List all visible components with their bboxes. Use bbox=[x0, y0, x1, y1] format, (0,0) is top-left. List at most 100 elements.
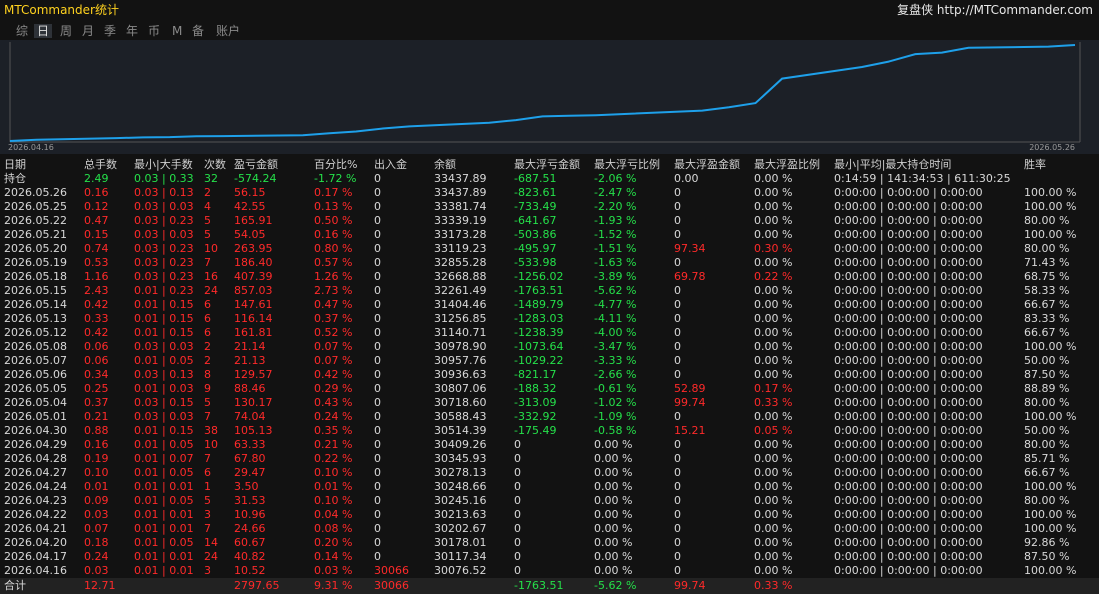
table-cell: 0.01 | 0.01 bbox=[134, 550, 194, 563]
table-cell: 0.05 % bbox=[754, 424, 793, 437]
table-cell: 161.81 bbox=[234, 326, 273, 339]
table-cell: -641.67 bbox=[514, 214, 557, 227]
table-cell: 2026.05.25 bbox=[4, 200, 67, 213]
column-header: 盈亏金额 bbox=[234, 158, 278, 171]
table-cell: 80.00 % bbox=[1024, 494, 1070, 507]
table-cell: 0 bbox=[374, 494, 381, 507]
table-cell: 100.00 % bbox=[1024, 186, 1077, 199]
table-cell: 0.00 % bbox=[754, 494, 793, 507]
table-cell: 10.96 bbox=[234, 508, 266, 521]
brand[interactable]: 复盘侠 http://MTCommander.com bbox=[897, 3, 1093, 17]
tab[interactable]: 币 bbox=[148, 24, 161, 38]
table-cell: 0 bbox=[674, 354, 681, 367]
tab[interactable]: 周 bbox=[60, 24, 73, 38]
table-cell: 0 bbox=[514, 466, 521, 479]
table-cell: 10 bbox=[204, 242, 218, 255]
tab[interactable]: 综 bbox=[16, 24, 29, 38]
table-cell: 129.57 bbox=[234, 368, 273, 381]
table-cell: 0.01 | 0.05 bbox=[134, 536, 194, 549]
table-cell: 0 bbox=[374, 522, 381, 535]
table-cell: 0.53 bbox=[84, 256, 109, 269]
table-cell: 0.16 bbox=[84, 186, 109, 199]
table-cell: 0.01 | 0.07 bbox=[134, 452, 194, 465]
table-cell: 14 bbox=[204, 536, 218, 549]
table-cell: 0.01 | 0.15 bbox=[134, 298, 194, 311]
table-cell: 24 bbox=[204, 284, 218, 297]
table-cell: 10 bbox=[204, 438, 218, 451]
table-cell: 58.33 % bbox=[1024, 284, 1070, 297]
table-cell: 0.00 % bbox=[754, 438, 793, 451]
table-cell: -533.98 bbox=[514, 256, 557, 269]
table-cell: 2.43 bbox=[84, 284, 109, 297]
table-cell: 165.91 bbox=[234, 214, 273, 227]
table-cell: 24.66 bbox=[234, 522, 266, 535]
column-header: 最大浮亏比例 bbox=[594, 158, 660, 171]
table-cell: 52.89 bbox=[674, 382, 706, 395]
table-cell: 0 bbox=[674, 326, 681, 339]
table-cell: 0:00:00 | 0:00:00 | 0:00:00 bbox=[834, 508, 983, 521]
table-cell: 0:00:00 | 0:00:00 | 0:00:00 bbox=[834, 354, 983, 367]
total-cell: 99.74 bbox=[674, 579, 706, 592]
table-cell: 0.12 bbox=[84, 200, 109, 213]
table-cell: 0 bbox=[374, 284, 381, 297]
holding-cell: 33437.89 bbox=[434, 172, 487, 185]
table-cell: 186.40 bbox=[234, 256, 273, 269]
table-cell: 0.00 % bbox=[594, 564, 633, 577]
table-cell: 2 bbox=[204, 340, 211, 353]
table-cell: 0.00 % bbox=[754, 522, 793, 535]
table-cell: 32855.28 bbox=[434, 256, 487, 269]
table-cell: -1.52 % bbox=[594, 228, 637, 241]
table-cell: 0.80 % bbox=[314, 242, 353, 255]
table-cell: 0 bbox=[674, 340, 681, 353]
table-cell: 3 bbox=[204, 564, 211, 577]
table-cell: 0 bbox=[674, 522, 681, 535]
table-cell: 31140.71 bbox=[434, 326, 487, 339]
table-cell: 24 bbox=[204, 550, 218, 563]
table-cell: 0.01 | 0.23 bbox=[134, 284, 194, 297]
tab[interactable]: 年 bbox=[126, 24, 139, 38]
table-cell: 8 bbox=[204, 368, 211, 381]
tab[interactable]: 季 bbox=[104, 24, 117, 38]
table-cell: 0.43 % bbox=[314, 396, 353, 409]
table-cell: 130.17 bbox=[234, 396, 273, 409]
tab[interactable]: 月 bbox=[82, 24, 95, 38]
table-cell: 0 bbox=[674, 452, 681, 465]
table-cell: 0 bbox=[674, 312, 681, 325]
table-cell: 0.21 % bbox=[314, 438, 353, 451]
table-cell: 407.39 bbox=[234, 270, 273, 283]
table-cell: 0.03 | 0.15 bbox=[134, 396, 194, 409]
table-cell: 7 bbox=[204, 256, 211, 269]
table-cell: 30245.16 bbox=[434, 494, 487, 507]
table-cell: -1073.64 bbox=[514, 340, 564, 353]
table-cell: 15.21 bbox=[674, 424, 706, 437]
table-cell: 3 bbox=[204, 508, 211, 521]
table-cell: 30957.76 bbox=[434, 354, 487, 367]
table-cell: 0 bbox=[374, 256, 381, 269]
table-cell: 83.33 % bbox=[1024, 312, 1070, 325]
table-cell: 30278.13 bbox=[434, 466, 487, 479]
table-cell: 0.03 | 0.03 bbox=[134, 340, 194, 353]
table-cell: 0 bbox=[374, 312, 381, 325]
table-cell: 0.07 % bbox=[314, 340, 353, 353]
tab[interactable]: 日 bbox=[34, 24, 53, 38]
table-cell: 30514.39 bbox=[434, 424, 487, 437]
table-cell: 2026.05.07 bbox=[4, 354, 67, 367]
tab[interactable]: 账户 bbox=[216, 24, 241, 38]
tab[interactable]: M bbox=[172, 24, 183, 38]
table-cell: 7 bbox=[204, 410, 211, 423]
holding-cell: -687.51 bbox=[514, 172, 557, 185]
table-cell: 0 bbox=[674, 256, 681, 269]
tab[interactable]: 备 bbox=[192, 24, 205, 38]
table-cell: 0.30 % bbox=[754, 242, 793, 255]
table-cell: 0.03 % bbox=[314, 564, 353, 577]
table-cell: 0 bbox=[674, 410, 681, 423]
column-header: 最大浮盈比例 bbox=[754, 158, 820, 171]
table-cell: -175.49 bbox=[514, 424, 557, 437]
table-cell: 0:00:00 | 0:00:00 | 0:00:00 bbox=[834, 228, 983, 241]
table-cell: -821.17 bbox=[514, 368, 557, 381]
table-cell: 0.03 | 0.03 bbox=[134, 410, 194, 423]
table-cell: 0.00 % bbox=[754, 312, 793, 325]
table-cell: 0.10 % bbox=[314, 494, 353, 507]
table-cell: 0 bbox=[514, 494, 521, 507]
